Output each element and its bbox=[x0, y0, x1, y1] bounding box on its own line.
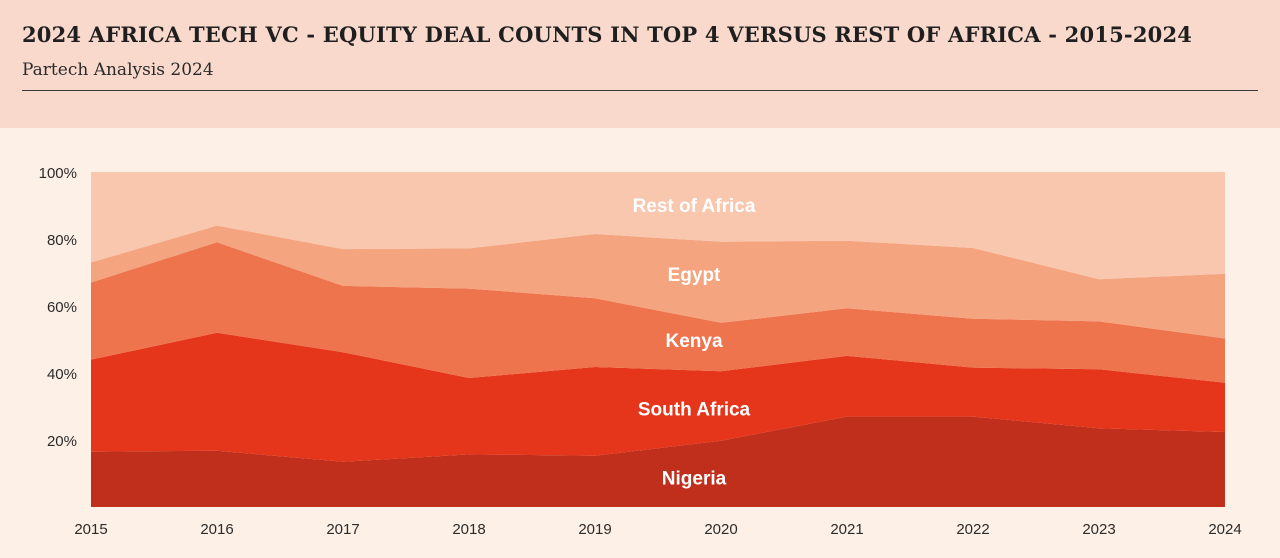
x-tick-2021: 2021 bbox=[830, 521, 863, 538]
label-egypt: Egypt bbox=[668, 265, 721, 286]
area-kenya bbox=[91, 242, 1225, 383]
header-band: 2024 AFRICA TECH VC - EQUITY DEAL COUNTS… bbox=[0, 0, 1280, 128]
y-tick-60: 60% bbox=[47, 299, 77, 316]
series-labels: Nigeria South Africa Kenya Egypt Rest of Afr… bbox=[633, 196, 756, 490]
y-axis-ticks: 20% 40% 60% 80% 100% bbox=[39, 165, 77, 450]
x-tick-2016: 2016 bbox=[200, 521, 233, 538]
area-rest-of-africa bbox=[91, 172, 1225, 280]
x-tick-2020: 2020 bbox=[704, 521, 737, 538]
x-tick-2015: 2015 bbox=[74, 521, 107, 538]
area-south-africa bbox=[91, 332, 1225, 462]
label-rest-of-africa: Rest of Africa bbox=[633, 196, 756, 217]
label-kenya: Kenya bbox=[665, 331, 722, 352]
area-nigeria bbox=[91, 416, 1225, 507]
chart-subtitle: Partech Analysis 2024 bbox=[22, 60, 214, 80]
area-egypt bbox=[91, 225, 1225, 339]
x-tick-2022: 2022 bbox=[956, 521, 989, 538]
x-tick-2017: 2017 bbox=[326, 521, 359, 538]
label-nigeria: Nigeria bbox=[662, 469, 727, 490]
area-layers bbox=[91, 172, 1225, 507]
x-tick-2019: 2019 bbox=[578, 521, 611, 538]
x-tick-2023: 2023 bbox=[1082, 521, 1115, 538]
y-tick-100: 100% bbox=[39, 165, 77, 182]
y-tick-80: 80% bbox=[47, 232, 77, 249]
label-south-africa: South Africa bbox=[638, 400, 751, 421]
x-axis-ticks: 2015 2016 2017 2018 2019 2020 2021 2022 2023 2024 bbox=[74, 521, 1241, 538]
header-divider bbox=[22, 90, 1258, 91]
y-tick-40: 40% bbox=[47, 366, 77, 383]
x-tick-2018: 2018 bbox=[452, 521, 485, 538]
y-tick-20: 20% bbox=[47, 433, 77, 450]
chart-title: 2024 AFRICA TECH VC - EQUITY DEAL COUNTS… bbox=[22, 22, 1193, 47]
x-tick-2024: 2024 bbox=[1208, 521, 1241, 538]
